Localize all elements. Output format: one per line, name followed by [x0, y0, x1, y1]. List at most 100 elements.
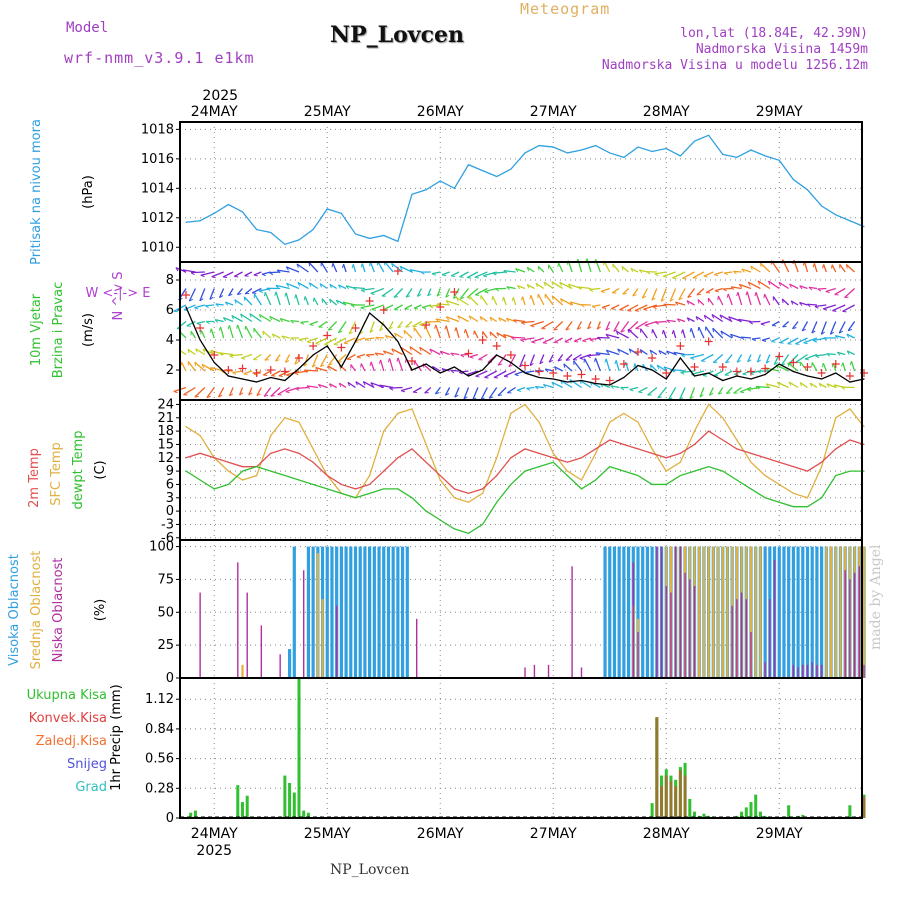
wind-arrow-head	[580, 304, 585, 308]
precip-legend-item: Snijeg	[67, 757, 107, 772]
precip-label: 1hr Precip	[109, 725, 124, 791]
t2m-line-point	[778, 461, 780, 463]
dewpt-line-point	[354, 497, 357, 499]
wind-arrow-head	[788, 381, 792, 386]
cloud-high-bar	[339, 546, 343, 678]
sfc-temp-line-point	[623, 412, 625, 414]
wind-speed-line-point	[665, 378, 667, 380]
wind-arrow-head	[849, 361, 852, 366]
wind-arrow-head	[577, 286, 582, 290]
wind-arrow	[187, 361, 196, 372]
wind-arrow	[243, 370, 253, 375]
wind-arrow	[736, 354, 743, 363]
wind-arrow-head	[526, 284, 530, 289]
wind-arrow	[690, 353, 705, 359]
wind-arrow-head	[526, 387, 531, 391]
wind-arrow-head	[557, 359, 562, 362]
wind-arrow	[270, 387, 281, 397]
wind-arrow-head	[839, 330, 844, 334]
wind-arrow	[424, 387, 432, 394]
wind-arrow	[765, 383, 780, 389]
wind-arrow-head	[187, 349, 190, 354]
wind-arrow	[548, 354, 554, 363]
wind-arrow	[484, 370, 498, 379]
wind-arrow	[229, 353, 243, 357]
sfc-temp-line-point	[241, 479, 244, 481]
t2m-line-point	[764, 457, 766, 459]
x-date-label-top: 27MAY	[530, 104, 577, 120]
pressure-line-point	[609, 152, 611, 154]
dewpt-line-point	[792, 506, 794, 508]
cloud-low-bar	[811, 662, 813, 678]
wind-arrow	[371, 304, 384, 310]
wind-arrow-head	[328, 363, 333, 366]
y-tick-label: 6	[166, 303, 174, 318]
wind-speed-line-point	[369, 312, 371, 314]
sfc-temp-line-point	[284, 417, 286, 419]
wind-arrow	[751, 337, 761, 340]
wind-arrow-head	[312, 364, 317, 368]
wind-arrow-head	[709, 392, 714, 396]
wind-gust-marker	[266, 366, 275, 374]
x-date-label-bottom: 29MAY	[756, 826, 803, 842]
wind-arrow	[526, 386, 535, 390]
wind-arrow	[818, 382, 827, 389]
wind-arrow	[811, 362, 818, 372]
t2m-line-point	[284, 448, 286, 450]
wind-arrow	[253, 327, 262, 339]
wind-arrow	[564, 337, 573, 343]
wind-arrow	[658, 349, 667, 356]
wind-arrow	[498, 317, 507, 323]
wind-arrow	[385, 334, 394, 339]
wind-arrow-head	[468, 315, 472, 320]
wind-arrow	[682, 271, 695, 280]
dewpt-line-point	[566, 474, 568, 477]
wind-arrow-head	[833, 384, 838, 389]
x-year-label-top: 2025	[202, 88, 238, 104]
wind-arrow-head	[703, 275, 708, 278]
wind-arrow-head	[513, 319, 517, 323]
sfc-temp-line-point	[199, 434, 201, 437]
sfc-temp-line-point	[665, 470, 667, 472]
wind-arrow-head	[577, 327, 582, 330]
wind-arrow-head	[747, 359, 752, 363]
t2m-line-point	[326, 474, 328, 477]
wind-arrow-head	[396, 357, 399, 362]
wind-arrow	[441, 368, 450, 372]
wind-arrow-head	[382, 350, 387, 355]
wind-arrow	[469, 353, 479, 358]
wind-arrow	[541, 320, 554, 330]
dewpt-line-point	[651, 483, 653, 486]
dewpt-line-point	[637, 474, 639, 477]
wind-arrow-head	[240, 313, 243, 318]
wind-arrow-head	[286, 283, 290, 287]
wind-arrow	[714, 287, 723, 292]
cloud-high-bar	[645, 546, 650, 678]
wind-arrow	[746, 291, 752, 306]
pressure-line-point	[241, 211, 244, 213]
wind-arrow-head	[450, 370, 455, 374]
cloud-mid-bar	[241, 664, 244, 678]
wind-gust-marker	[492, 342, 501, 350]
wind-arrow-head	[215, 303, 219, 307]
y-tick-label: 0	[166, 811, 174, 826]
wind-arrow	[507, 386, 516, 394]
wind-arrow-head	[356, 356, 361, 359]
wind-gust-marker	[845, 372, 854, 380]
pressure-line-point	[312, 228, 314, 231]
wind-arrow	[264, 292, 272, 306]
wind-arrow-head	[712, 328, 715, 333]
wind-arrow-head	[537, 266, 540, 271]
t2m-line-point	[453, 488, 455, 490]
wind-arrow	[643, 304, 658, 310]
t2m-line-point	[270, 452, 272, 454]
pressure-line-point	[806, 189, 809, 191]
wind-arrow-head	[790, 300, 794, 305]
wind-arrow-head	[244, 275, 249, 277]
wind-speed-line-point	[580, 379, 583, 382]
wind-arrow	[253, 293, 262, 306]
cloud-low-bar	[670, 592, 672, 678]
wind-arrow-head	[765, 360, 770, 364]
model-label: Model	[66, 20, 109, 36]
panel-frame-0	[179, 121, 863, 263]
